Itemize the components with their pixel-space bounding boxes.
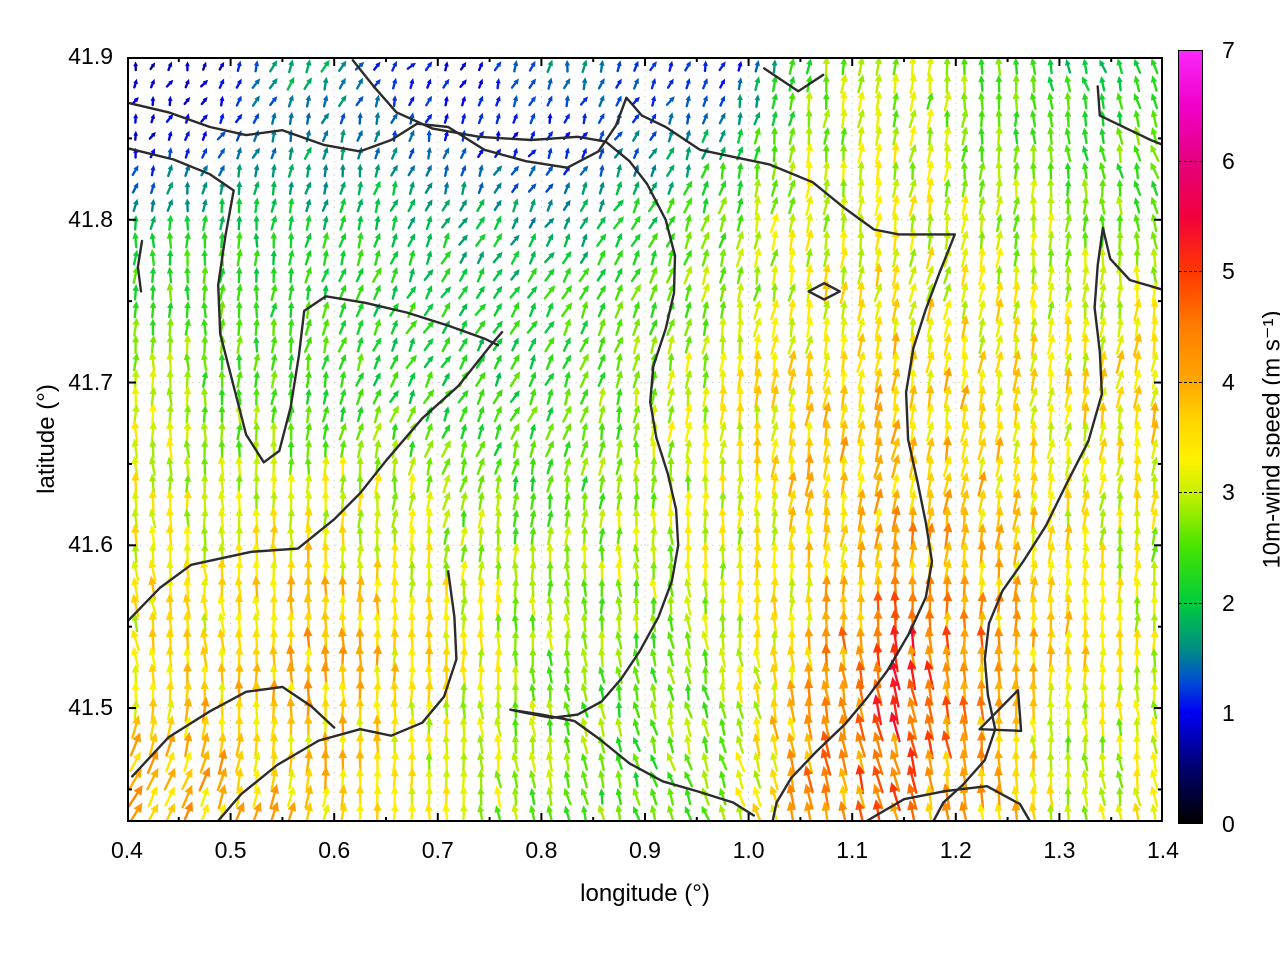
y-tick-label-41.7: 41.7: [68, 368, 113, 395]
colorbar-dash-3: [1179, 492, 1202, 494]
x-tick-label-0.8: 0.8: [525, 837, 558, 863]
gridlines: [127, 57, 1163, 822]
colorbar-tick-label-2: 2: [1222, 589, 1235, 616]
colorbar-dash-4: [1179, 381, 1202, 383]
colorbar-label: 10m-wind speed (m s⁻¹): [1258, 310, 1280, 569]
colorbar-tick-label-7: 7: [1222, 37, 1235, 63]
colorbar-tick-label-3: 3: [1222, 479, 1235, 506]
wind-arrows: [127, 57, 1160, 822]
colorbar-gradient: [1179, 51, 1202, 823]
y-tick-label-41.6: 41.6: [68, 531, 113, 558]
x-tick-label-1.4: 1.4: [1147, 837, 1179, 863]
x-axis-label: longitude (°): [580, 880, 710, 907]
x-tick-label-1.2: 1.2: [939, 837, 972, 863]
x-tick-label-0.7: 0.7: [421, 837, 454, 863]
colorbar: [1178, 50, 1203, 824]
x-tick-label-0.9: 0.9: [629, 837, 661, 863]
colorbar-tick-label-5: 5: [1222, 258, 1235, 285]
colorbar-tick-label-1: 1: [1222, 700, 1235, 727]
colorbar-dash-6: [1179, 160, 1202, 162]
y-tick-label-41.8: 41.8: [68, 205, 113, 232]
x-tick-label-1.3: 1.3: [1043, 837, 1076, 863]
colorbar-tick-label-0: 0: [1222, 811, 1235, 837]
x-tick-label-0.5: 0.5: [214, 837, 247, 863]
quiver-contour-plot: [127, 57, 1163, 822]
y-axis-label: latitude (°): [33, 384, 60, 494]
contour-lines: [127, 59, 1163, 822]
y-tick-label-41.5: 41.5: [68, 694, 113, 721]
y-tick-label-41.9: 41.9: [68, 43, 113, 69]
x-tick-label-1.1: 1.1: [836, 837, 869, 863]
x-tick-label-1.0: 1.0: [732, 837, 765, 863]
colorbar-dash-1: [1179, 713, 1202, 715]
colorbar-tick-label-6: 6: [1222, 147, 1235, 174]
x-tick-label-0.4: 0.4: [111, 837, 143, 863]
x-tick-label-0.6: 0.6: [318, 837, 351, 863]
colorbar-tick-label-4: 4: [1222, 368, 1235, 395]
colorbar-dash-5: [1179, 271, 1202, 273]
plot-area: [127, 57, 1163, 822]
plot-border: [127, 57, 1163, 822]
colorbar-dash-2: [1179, 602, 1202, 604]
